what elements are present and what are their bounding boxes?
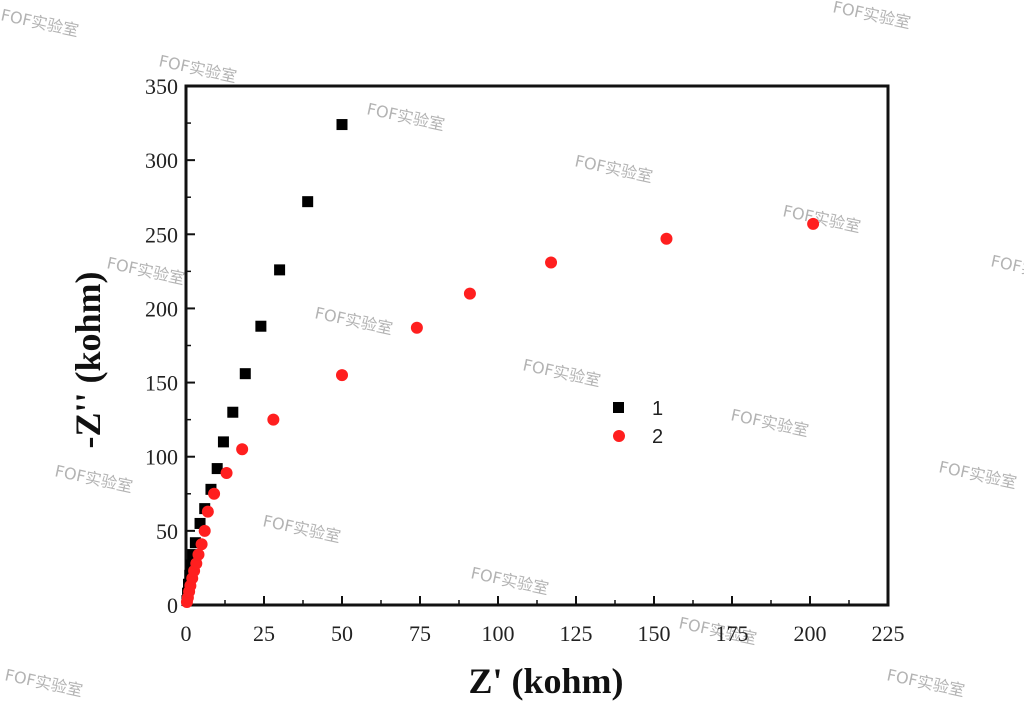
y-tick-label: 0 — [167, 593, 178, 618]
watermark-layer: FOF实验室 FOF实验室 FOF实验室 FOF实验室 FOF实验室 FOF实验室 FOF实… — [0, 0, 1024, 700]
watermark-text: FOF实验室 — [831, 0, 912, 32]
watermark-text: FOF实验室 — [0, 5, 80, 40]
y-tick-label: 300 — [145, 148, 178, 173]
data-point-series-2 — [236, 443, 249, 456]
watermark-text: FOF实验室 — [469, 563, 550, 598]
data-point-series-1 — [227, 406, 239, 418]
data-point-series-1 — [217, 436, 229, 448]
data-point-series-1 — [255, 320, 267, 332]
watermark-text: FOF实验室 — [729, 405, 810, 440]
watermark-text: FOF实验室 — [313, 303, 394, 338]
watermark-text: FOF实验室 — [885, 665, 966, 700]
watermark-text: FOF实验室 — [365, 99, 446, 134]
data-point-series-1 — [302, 196, 314, 208]
data-point-series-2 — [198, 524, 211, 537]
x-tick-label: 175 — [716, 621, 749, 646]
data-point-series-1 — [211, 463, 223, 475]
legend-label-series-1: 1 — [652, 398, 663, 420]
data-point-series-2 — [463, 287, 476, 300]
data-point-series-2 — [336, 369, 348, 382]
x-tick-label: 75 — [409, 621, 431, 646]
data-points — [180, 119, 820, 609]
y-axis-ticks: 0 50 100 150 200 250 300 350 — [145, 74, 195, 618]
watermark-text: FOF实验室 — [573, 151, 654, 186]
x-tick-label: 125 — [560, 621, 593, 646]
legend: 1 2 — [613, 398, 663, 448]
y-tick-label: 250 — [145, 222, 178, 247]
data-point-series-2 — [807, 217, 820, 230]
data-point-series-2 — [545, 256, 558, 269]
watermark-text: FOF实验室 — [989, 251, 1024, 286]
data-point-series-2 — [192, 548, 205, 561]
y-tick-label: 200 — [145, 296, 178, 321]
x-tick-label: 25 — [253, 621, 275, 646]
x-tick-label: 225 — [872, 621, 905, 646]
x-tick-label: 200 — [794, 621, 827, 646]
x-tick-label: 0 — [181, 621, 192, 646]
x-tick-label: 150 — [638, 621, 671, 646]
watermark-text: FOF实验室 — [781, 201, 862, 236]
data-point-series-2 — [195, 538, 208, 551]
data-point-series-2 — [660, 232, 673, 245]
y-tick-label: 50 — [156, 519, 178, 544]
watermark-text: FOF实验室 — [53, 461, 134, 496]
data-point-series-2 — [220, 467, 233, 480]
y-tick-label: 150 — [145, 371, 178, 396]
watermark-text: FOF实验室 — [3, 665, 84, 700]
data-point-series-1 — [239, 368, 251, 380]
watermark-text: FOF实验室 — [937, 457, 1018, 492]
watermark-text: FOF实验室 — [105, 253, 186, 288]
legend-label-series-2: 2 — [652, 426, 663, 448]
data-point-series-2 — [267, 413, 280, 426]
x-tick-label: 50 — [331, 621, 353, 646]
data-point-series-1 — [189, 537, 201, 549]
x-tick-label: 100 — [482, 621, 515, 646]
x-axis-ticks: 0 25 50 75 100 125 150 175 200 225 — [181, 596, 905, 646]
watermark-text: FOF实验室 — [521, 355, 602, 390]
legend-marker-series-2 — [613, 430, 625, 442]
data-point-series-1 — [194, 517, 206, 529]
data-point-series-1 — [274, 264, 286, 276]
data-point-series-1 — [336, 119, 348, 131]
data-point-series-2 — [208, 487, 221, 500]
data-point-series-2 — [201, 505, 214, 518]
y-tick-label: 350 — [145, 74, 178, 99]
watermark-text: FOF实验室 — [261, 511, 342, 546]
data-point-series-2 — [410, 321, 423, 334]
y-axis-title: -Z'' (kohm) — [68, 271, 108, 448]
y-tick-label: 100 — [145, 445, 178, 470]
legend-marker-series-1 — [613, 402, 624, 413]
x-axis-title: Z' (kohm) — [468, 661, 623, 701]
